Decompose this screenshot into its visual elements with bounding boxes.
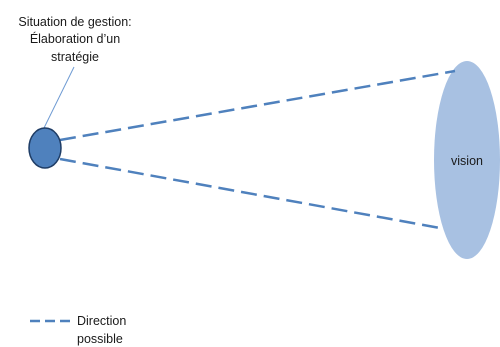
callout-pointer-line [43, 66, 75, 129]
direction-line-lower [59, 157, 441, 230]
callout-text-line-3: stratégie [51, 50, 99, 64]
legend-label-line-2: possible [77, 332, 123, 346]
vision-ellipse [434, 61, 500, 259]
vision-label: vision [451, 154, 483, 168]
start-situation-node [28, 127, 62, 169]
callout-text-line-2: Élaboration d’un [30, 31, 120, 46]
legend-label-line-1: Direction [77, 314, 126, 328]
direction-line-upper [59, 69, 456, 142]
callout-text-line-1: Situation de gestion: [18, 15, 131, 29]
